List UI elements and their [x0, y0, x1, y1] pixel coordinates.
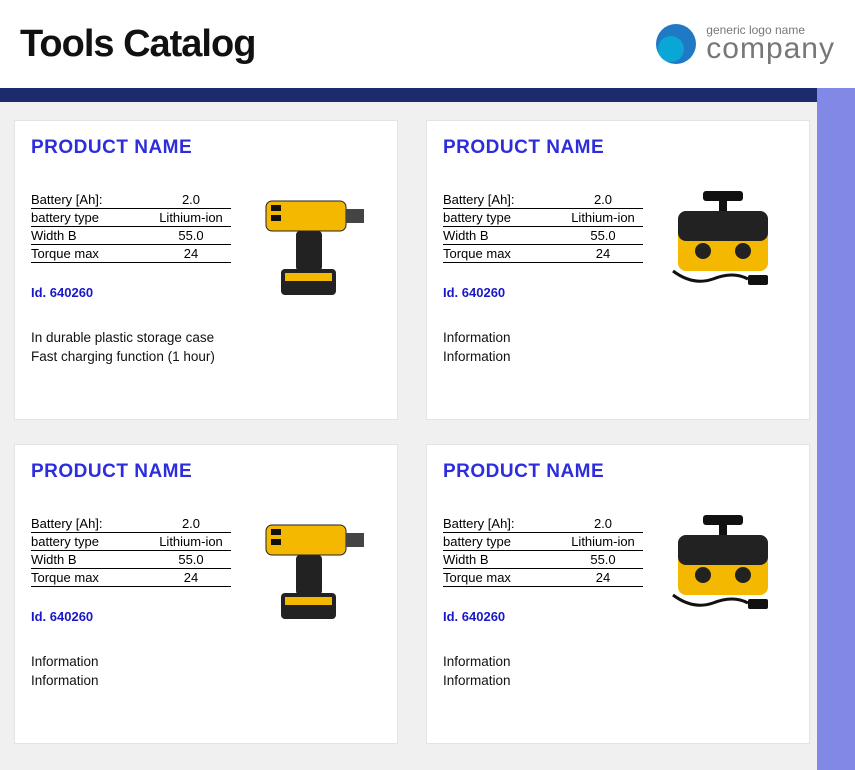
- spec-row: Battery [Ah]: 2.0: [443, 191, 643, 209]
- spec-label: Battery [Ah]:: [31, 192, 103, 207]
- spec-table: Battery [Ah]: 2.0 battery type Lithium-ion…: [443, 191, 643, 311]
- spec-value: Lithium-ion: [151, 534, 231, 549]
- spec-value: 55.0: [151, 552, 231, 567]
- spec-value: 24: [151, 570, 231, 585]
- spec-value: 24: [151, 246, 231, 261]
- vertical-accent-band: [817, 88, 855, 770]
- logo-icon: [654, 22, 698, 66]
- spec-label: battery type: [31, 210, 99, 225]
- product-info: Information Information: [443, 329, 793, 367]
- logo-company-name: company: [706, 34, 835, 64]
- spec-label: Width B: [443, 228, 489, 243]
- spec-value: 2.0: [563, 192, 643, 207]
- spec-row: Torque max 24: [31, 569, 231, 587]
- spec-row: Battery [Ah]: 2.0: [31, 515, 231, 533]
- product-id: Id. 640260: [443, 609, 643, 624]
- spec-label: battery type: [31, 534, 99, 549]
- spec-label: Width B: [31, 228, 77, 243]
- spec-value: 55.0: [563, 552, 643, 567]
- spec-row: Width B 55.0: [31, 227, 231, 245]
- product-name: PRODUCT NAME: [31, 461, 381, 483]
- spec-value: 55.0: [563, 228, 643, 243]
- product-info: Information Information: [443, 653, 793, 691]
- spec-row: battery type Lithium-ion: [443, 533, 643, 551]
- product-card: PRODUCT NAME Battery [Ah]: 2.0 battery ty…: [426, 444, 810, 744]
- spec-row: battery type Lithium-ion: [31, 209, 231, 227]
- info-line: Information: [443, 329, 793, 348]
- product-grid: PRODUCT NAME Battery [Ah]: 2.0 battery ty…: [0, 102, 855, 744]
- spec-label: battery type: [443, 534, 511, 549]
- product-info: Information Information: [31, 653, 381, 691]
- spec-label: Torque max: [31, 246, 99, 261]
- info-line: Information: [31, 672, 381, 691]
- spec-label: Torque max: [31, 570, 99, 585]
- spec-label: battery type: [443, 210, 511, 225]
- spec-row: Torque max 24: [443, 245, 643, 263]
- info-line: Information: [31, 653, 381, 672]
- page-title: Tools Catalog: [20, 23, 255, 66]
- spec-label: Width B: [443, 552, 489, 567]
- spec-row: Width B 55.0: [31, 551, 231, 569]
- product-image: [241, 495, 381, 635]
- spec-row: Battery [Ah]: 2.0: [443, 515, 643, 533]
- spec-value: 2.0: [151, 516, 231, 531]
- spec-value: Lithium-ion: [151, 210, 231, 225]
- spec-table: Battery [Ah]: 2.0 battery type Lithium-ion…: [31, 515, 231, 635]
- welder-icon: [653, 171, 793, 311]
- spec-label: Battery [Ah]:: [31, 516, 103, 531]
- product-id: Id. 640260: [443, 285, 643, 300]
- spec-row: Width B 55.0: [443, 551, 643, 569]
- product-image: [653, 171, 793, 311]
- info-line: Information: [443, 653, 793, 672]
- product-id: Id. 640260: [31, 285, 231, 300]
- spec-value: Lithium-ion: [563, 534, 643, 549]
- info-line: Information: [443, 672, 793, 691]
- product-card: PRODUCT NAME Battery [Ah]: 2.0 battery ty…: [426, 120, 810, 420]
- spec-label: Torque max: [443, 246, 511, 261]
- spec-label: Battery [Ah]:: [443, 516, 515, 531]
- welder-icon: [653, 495, 793, 635]
- header: Tools Catalog generic logo name company: [0, 0, 855, 88]
- info-line: Fast charging function (1 hour): [31, 348, 381, 367]
- spec-label: Torque max: [443, 570, 511, 585]
- spec-label: Battery [Ah]:: [443, 192, 515, 207]
- product-name: PRODUCT NAME: [443, 137, 793, 159]
- product-id: Id. 640260: [31, 609, 231, 624]
- product-image: [653, 495, 793, 635]
- spec-value: Lithium-ion: [563, 210, 643, 225]
- drill-icon: [241, 171, 381, 311]
- horizontal-accent-band: [0, 88, 855, 102]
- drill-icon: [241, 495, 381, 635]
- product-name: PRODUCT NAME: [31, 137, 381, 159]
- spec-label: Width B: [31, 552, 77, 567]
- spec-row: Battery [Ah]: 2.0: [31, 191, 231, 209]
- product-card: PRODUCT NAME Battery [Ah]: 2.0 battery ty…: [14, 444, 398, 744]
- spec-table: Battery [Ah]: 2.0 battery type Lithium-ion…: [443, 515, 643, 635]
- spec-value: 24: [563, 570, 643, 585]
- spec-row: Torque max 24: [443, 569, 643, 587]
- spec-row: Torque max 24: [31, 245, 231, 263]
- spec-value: 2.0: [151, 192, 231, 207]
- info-line: Information: [443, 348, 793, 367]
- spec-row: Width B 55.0: [443, 227, 643, 245]
- spec-value: 24: [563, 246, 643, 261]
- spec-row: battery type Lithium-ion: [31, 533, 231, 551]
- product-name: PRODUCT NAME: [443, 461, 793, 483]
- product-info: In durable plastic storage case Fast cha…: [31, 329, 381, 367]
- product-image: [241, 171, 381, 311]
- product-card: PRODUCT NAME Battery [Ah]: 2.0 battery ty…: [14, 120, 398, 420]
- company-logo: generic logo name company: [654, 22, 835, 66]
- info-line: In durable plastic storage case: [31, 329, 381, 348]
- spec-value: 55.0: [151, 228, 231, 243]
- spec-table: Battery [Ah]: 2.0 battery type Lithium-ion…: [31, 191, 231, 311]
- spec-value: 2.0: [563, 516, 643, 531]
- spec-row: battery type Lithium-ion: [443, 209, 643, 227]
